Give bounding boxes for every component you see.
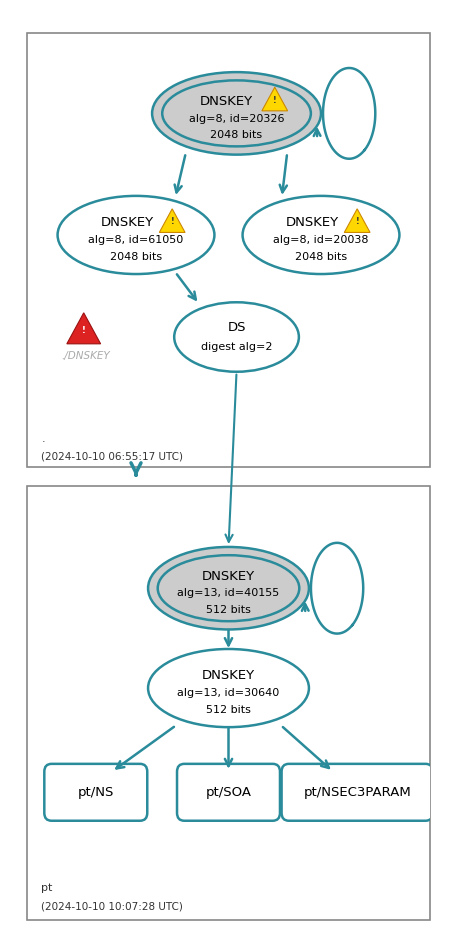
Text: 2048 bits: 2048 bits (295, 252, 347, 261)
Text: 512 bits: 512 bits (206, 705, 251, 715)
Text: alg=13, id=30640: alg=13, id=30640 (177, 688, 280, 699)
FancyBboxPatch shape (27, 33, 430, 467)
Text: pt: pt (42, 883, 53, 893)
Ellipse shape (243, 196, 399, 274)
Text: pt/NS: pt/NS (78, 785, 114, 799)
Polygon shape (344, 209, 370, 232)
FancyBboxPatch shape (44, 764, 147, 820)
Ellipse shape (58, 196, 214, 274)
Polygon shape (159, 209, 185, 232)
Text: pt/NSEC3PARAM: pt/NSEC3PARAM (303, 785, 411, 799)
Text: pt/SOA: pt/SOA (206, 785, 251, 799)
Ellipse shape (152, 72, 321, 155)
Ellipse shape (148, 547, 309, 630)
Text: 2048 bits: 2048 bits (110, 252, 162, 261)
Text: !: ! (356, 217, 359, 227)
Text: !: ! (170, 217, 174, 227)
Text: !: ! (273, 95, 276, 105)
Text: DNSKEY: DNSKEY (202, 669, 255, 683)
Polygon shape (262, 87, 287, 110)
Polygon shape (67, 312, 101, 344)
FancyBboxPatch shape (177, 764, 280, 820)
FancyBboxPatch shape (282, 764, 433, 820)
Text: DNSKEY: DNSKEY (202, 569, 255, 582)
Text: alg=8, id=61050: alg=8, id=61050 (88, 235, 184, 245)
Text: !: ! (82, 326, 85, 334)
Ellipse shape (174, 302, 299, 372)
Text: DNSKEY: DNSKEY (101, 216, 154, 229)
Text: ./DNSKEY: ./DNSKEY (61, 350, 110, 361)
Text: alg=13, id=40155: alg=13, id=40155 (177, 588, 280, 598)
Text: alg=8, id=20038: alg=8, id=20038 (273, 235, 369, 245)
Text: (2024-10-10 06:55:17 UTC): (2024-10-10 06:55:17 UTC) (42, 451, 184, 462)
FancyBboxPatch shape (27, 486, 430, 920)
Text: (2024-10-10 10:07:28 UTC): (2024-10-10 10:07:28 UTC) (42, 902, 183, 912)
Text: DNSKEY: DNSKEY (286, 216, 339, 229)
Text: alg=8, id=20326: alg=8, id=20326 (189, 113, 284, 124)
Text: 512 bits: 512 bits (206, 605, 251, 615)
Ellipse shape (148, 649, 309, 727)
Text: DS: DS (227, 321, 246, 334)
Text: 2048 bits: 2048 bits (211, 130, 263, 140)
Text: digest alg=2: digest alg=2 (201, 342, 272, 351)
Text: DNSKEY: DNSKEY (200, 94, 253, 108)
Text: .: . (42, 434, 45, 444)
